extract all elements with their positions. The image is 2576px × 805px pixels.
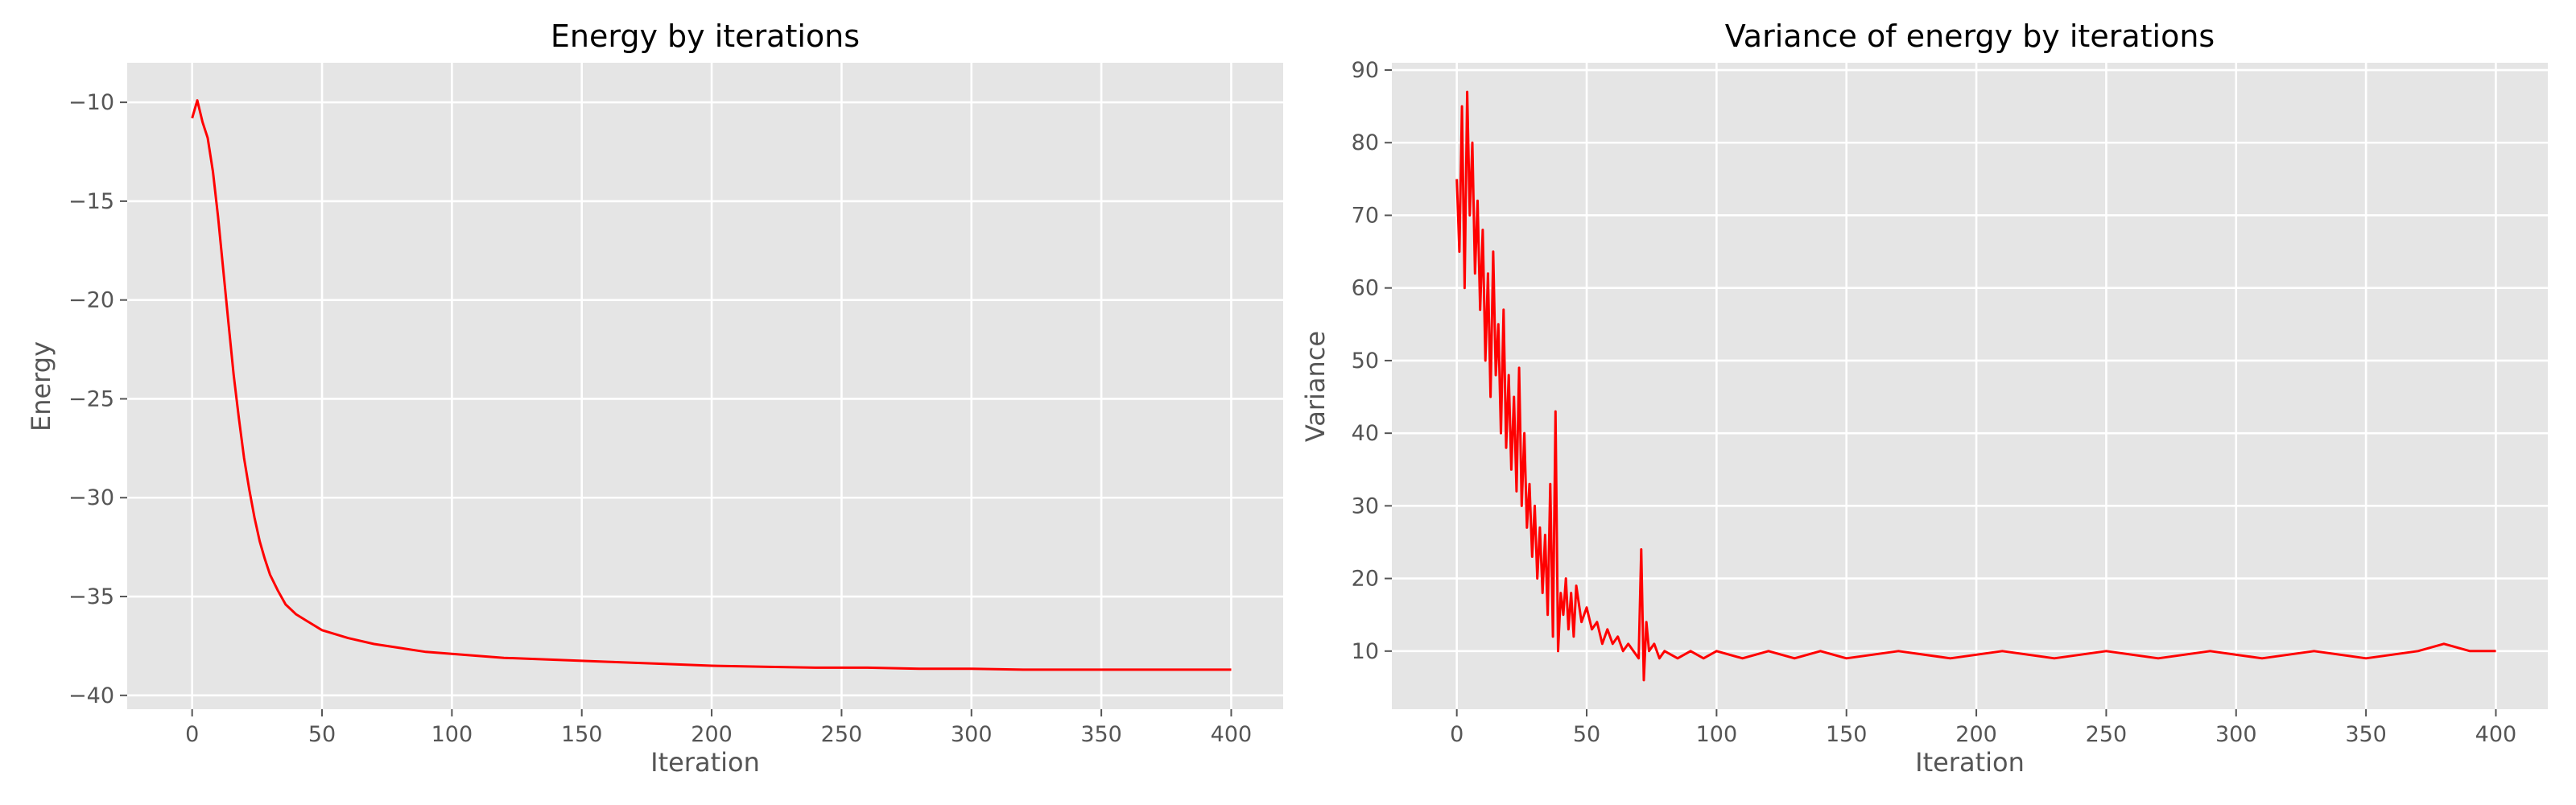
energy-x-axis: 0 50 100 150 200 250 300 350 400 [185, 709, 1252, 747]
energy-x-tick-label: 100 [431, 722, 473, 747]
energy-y-tick-label: −30 [68, 485, 114, 510]
variance-y-tick-label: 30 [1352, 493, 1379, 518]
energy-y-tick-label: −25 [68, 386, 114, 411]
energy-y-tick-label: −40 [68, 683, 114, 708]
variance-y-tick-label: 10 [1352, 639, 1379, 664]
variance-y-gridlines [1392, 68, 2548, 653]
variance-x-tick-label: 400 [2475, 722, 2517, 747]
variance-x-axis-label: Iteration [1915, 747, 2025, 778]
variance-y-tick-label: 90 [1352, 58, 1379, 83]
variance-y-tick-label: 50 [1352, 349, 1379, 374]
variance-plot-area [1392, 63, 2548, 709]
variance-y-tick-label: 60 [1352, 276, 1379, 301]
energy-chart-title: Energy by iterations [551, 19, 860, 54]
energy-x-tick-label: 350 [1080, 722, 1122, 747]
energy-y-gridlines [127, 101, 1283, 697]
variance-x-tick-label: 50 [1573, 722, 1600, 747]
energy-x-tick-label: 300 [951, 722, 993, 747]
energy-x-tick-label: 200 [691, 722, 733, 747]
variance-x-tick-label: 200 [1955, 722, 1997, 747]
variance-y-tick-label: 80 [1352, 130, 1379, 155]
energy-y-tick-label: −35 [68, 584, 114, 609]
energy-y-axis: −40 −35 −30 −25 −20 −15 −10 [68, 90, 127, 708]
energy-x-tick-label: 150 [561, 722, 603, 747]
variance-chart: 0 50 100 150 200 250 300 350 400 10 20 30 40 50 60 70 8… [1300, 19, 2548, 778]
energy-y-tick-label: −20 [68, 288, 114, 313]
energy-y-axis-label: Energy [26, 341, 56, 431]
energy-series-line [191, 99, 1232, 671]
energy-x-tick-label: 50 [308, 722, 336, 747]
variance-x-tick-label: 250 [2086, 722, 2128, 747]
variance-series-line [1455, 90, 2496, 682]
variance-x-tick-label: 100 [1696, 722, 1738, 747]
variance-y-tick-label: 40 [1352, 421, 1379, 446]
variance-y-axis: 10 20 30 40 50 60 70 80 90 [1352, 58, 1392, 664]
variance-x-tick-label: 350 [2345, 722, 2387, 747]
variance-x-tick-label: 300 [2215, 722, 2257, 747]
variance-x-gridlines [1455, 63, 2497, 709]
variance-series-group [1455, 90, 2496, 682]
variance-x-tick-label: 150 [1826, 722, 1868, 747]
energy-x-tick-label: 400 [1211, 722, 1253, 747]
variance-y-tick-label: 20 [1352, 567, 1379, 592]
energy-series-group [191, 99, 1232, 671]
variance-x-tick-label: 0 [1450, 722, 1463, 747]
energy-x-tick-label: 250 [821, 722, 863, 747]
variance-y-axis-label: Variance [1300, 331, 1331, 442]
energy-x-axis-label: Iteration [650, 747, 760, 778]
energy-y-tick-label: −10 [68, 90, 114, 115]
energy-chart: 0 50 100 150 200 250 300 350 400 −40 −35 −30 −25 −20… [26, 19, 1283, 778]
energy-y-tick-label: −15 [68, 189, 114, 214]
energy-x-gridlines [191, 63, 1232, 709]
variance-x-axis: 0 50 100 150 200 250 300 350 400 [1450, 709, 2516, 747]
variance-chart-title: Variance of energy by iterations [1725, 19, 2215, 54]
energy-x-tick-label: 0 [185, 722, 199, 747]
energy-plot-area [127, 63, 1283, 709]
variance-y-tick-label: 70 [1352, 203, 1379, 228]
